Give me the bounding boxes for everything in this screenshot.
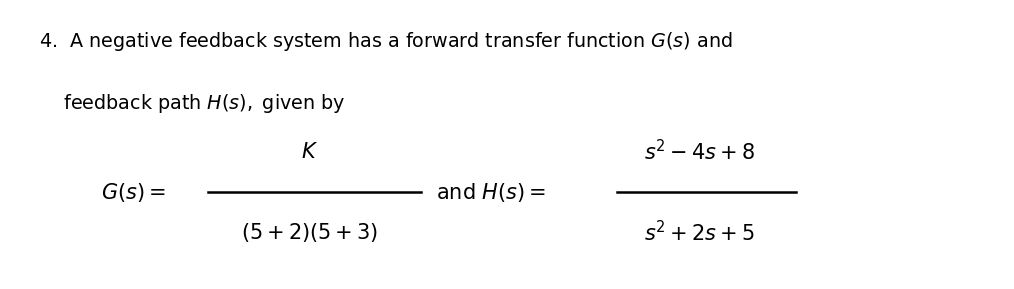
Text: $s^2 + 2s + 5$: $s^2 + 2s + 5$ <box>644 220 755 245</box>
Text: $(5 + 2)(5 + 3)$: $(5 + 2)(5 + 3)$ <box>240 221 378 244</box>
Text: $s^2 - 4s + 8$: $s^2 - 4s + 8$ <box>644 139 755 164</box>
Text: $G(s) =$: $G(s) =$ <box>101 181 166 204</box>
Text: 4.  A negative feedback system has a forward transfer function $G(s)$ and: 4. A negative feedback system has a forw… <box>39 30 732 53</box>
Text: $K$: $K$ <box>301 142 317 162</box>
Text: feedback path $H(s),$ given by: feedback path $H(s),$ given by <box>39 92 345 116</box>
Text: and $H(s) =$: and $H(s) =$ <box>436 181 547 204</box>
